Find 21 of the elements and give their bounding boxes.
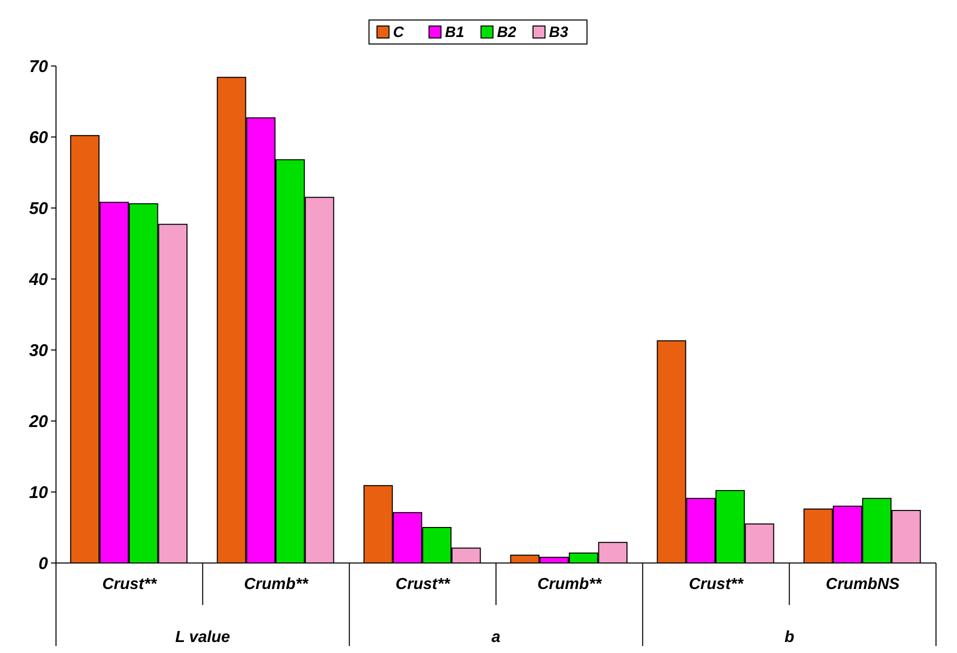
text: L value xyxy=(175,629,230,646)
legend-label: B3 xyxy=(549,24,569,41)
legend-label: B2 xyxy=(497,24,517,41)
x-tick-label: CrumbNS xyxy=(826,576,900,593)
y-tick-label: 60 xyxy=(29,128,49,147)
y-tick-label: 30 xyxy=(29,340,49,360)
y-tick-label: 0 xyxy=(38,554,49,573)
legend-label: B1 xyxy=(445,24,464,41)
x-tick-label: Crumb** xyxy=(244,576,309,593)
legend-label: C xyxy=(393,24,405,41)
y-tick-label: 10 xyxy=(29,482,49,502)
x-tick-label: Crust** xyxy=(688,576,744,593)
y-tick-label: 40 xyxy=(28,270,49,289)
x-tick-label: Crumb** xyxy=(537,576,602,593)
text: a xyxy=(492,629,501,646)
x-tick-label: Crust** xyxy=(396,576,451,593)
y-tick-label: 20 xyxy=(28,412,49,431)
x-tick-label: Crust** xyxy=(102,576,158,593)
text: b xyxy=(784,629,794,646)
y-tick-label: 50 xyxy=(29,198,49,218)
y-tick-label: 70 xyxy=(29,56,49,76)
